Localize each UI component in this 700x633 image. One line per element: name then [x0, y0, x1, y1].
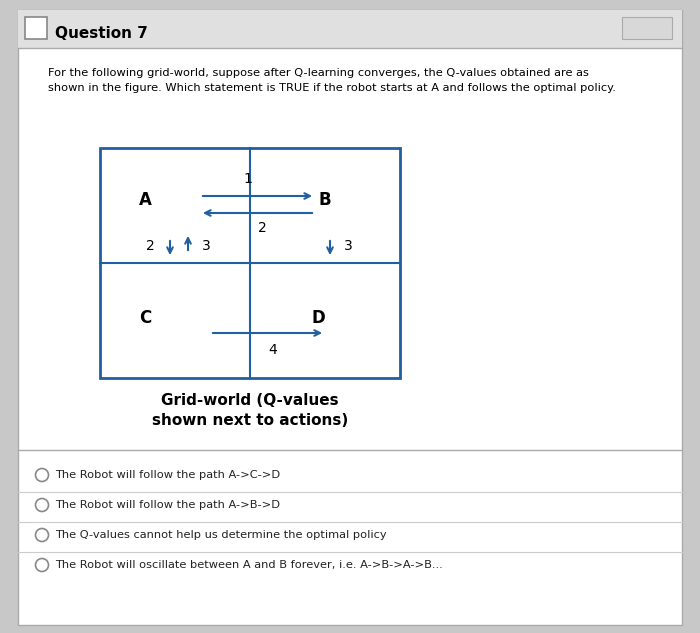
Text: Question 7: Question 7: [55, 25, 148, 41]
Text: 2: 2: [146, 239, 155, 253]
Text: The Robot will follow the path A->B->D: The Robot will follow the path A->B->D: [55, 500, 280, 510]
Text: A: A: [139, 191, 151, 209]
Text: 4: 4: [268, 343, 277, 357]
Text: 2: 2: [258, 221, 267, 235]
Bar: [100, 148, 400, 378]
Text: For the following grid-world, suppose after Q-learning converges, the Q-values o: For the following grid-world, suppose af…: [48, 68, 616, 93]
Bar: [622, 17, 672, 39]
Bar: [25, 17, 47, 39]
Text: The Robot will follow the path A->C->D: The Robot will follow the path A->C->D: [55, 470, 280, 480]
Text: 1: 1: [243, 172, 252, 186]
Text: D: D: [311, 309, 325, 327]
Text: The Robot will oscillate between A and B forever, i.e. A->B->A->B...: The Robot will oscillate between A and B…: [55, 560, 442, 570]
Text: Grid-world (Q-values
shown next to actions): Grid-world (Q-values shown next to actio…: [152, 393, 348, 428]
Text: 3: 3: [202, 239, 211, 253]
Text: The Q-values cannot help us determine the optimal policy: The Q-values cannot help us determine th…: [55, 530, 386, 540]
Text: B: B: [318, 191, 331, 209]
Text: C: C: [139, 309, 151, 327]
Bar: [18, 10, 682, 48]
Text: 3: 3: [344, 239, 352, 253]
